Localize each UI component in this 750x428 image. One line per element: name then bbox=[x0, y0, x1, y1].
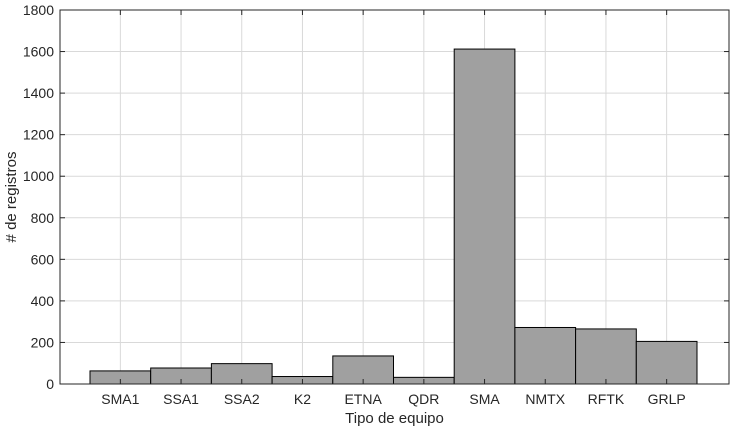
x-axis-ticks: SMA1 SSA1 SSA2 K2 ETNA QDR SMA NMTX RFTK GRLP bbox=[101, 10, 686, 407]
y-axis-label: # de registros bbox=[3, 152, 20, 243]
y-axis-ticks: 0 200 400 600 800 1000 1200 1400 1600 1800 bbox=[23, 2, 729, 392]
y-tick-label: 1800 bbox=[23, 2, 54, 18]
y-tick-label: 600 bbox=[31, 251, 55, 267]
y-tick-label: 200 bbox=[31, 334, 55, 350]
x-tick-label: SSA1 bbox=[163, 391, 199, 407]
x-tick-label: K2 bbox=[294, 391, 311, 407]
y-tick-label: 1000 bbox=[23, 168, 54, 184]
y-tick-label: 0 bbox=[46, 376, 54, 392]
plot-frame bbox=[59, 9, 730, 385]
x-tick-label: ETNA bbox=[344, 391, 382, 407]
x-axis-label: Tipo de equipo bbox=[345, 410, 444, 427]
y-tick-label: 400 bbox=[31, 293, 55, 309]
y-tick-label: 1200 bbox=[23, 127, 54, 143]
x-tick-label: QDR bbox=[408, 391, 439, 407]
x-tick-label: SSA2 bbox=[224, 391, 260, 407]
x-tick-label: RFTK bbox=[588, 391, 625, 407]
x-tick-label: GRLP bbox=[648, 391, 686, 407]
y-tick-label: 800 bbox=[31, 210, 55, 226]
bar-grlp bbox=[635, 340, 698, 385]
x-tick-label: NMTX bbox=[525, 391, 565, 407]
y-tick-label: 1400 bbox=[23, 85, 54, 101]
x-tick-label: SMA bbox=[469, 391, 500, 407]
bar-nmtx bbox=[514, 326, 577, 385]
x-tick-label: SMA1 bbox=[101, 391, 139, 407]
bar-sma bbox=[453, 48, 516, 385]
bar-rftk bbox=[575, 328, 637, 385]
y-tick-label: 1600 bbox=[23, 44, 54, 60]
grid-lines bbox=[60, 9, 729, 385]
